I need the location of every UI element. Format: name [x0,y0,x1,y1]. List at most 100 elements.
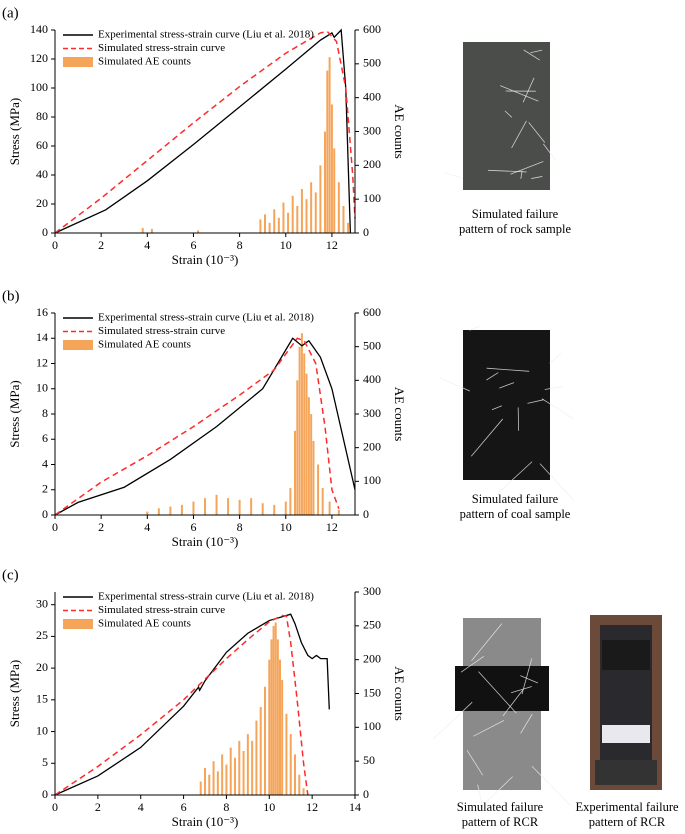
x-tick-label: 4 [144,520,150,534]
x-tick-label: 10 [263,800,275,814]
y-tick-label: 4 [42,456,48,470]
crack [522,77,535,103]
x-tick-label: 0 [52,520,58,534]
crack [500,85,539,102]
y-tick-label: 10 [36,723,48,737]
y2-axis-title: AE counts [392,387,407,442]
x-tick-label: 12 [326,238,338,252]
ae-bar [291,195,294,233]
legend-swatch [63,340,93,350]
y-tick-label: 15 [36,692,48,706]
x-tick-label: 2 [95,800,101,814]
ae-bar [282,202,285,233]
y2-tick-label: 500 [363,338,381,352]
crack [499,382,515,389]
caption: Simulated failure [472,207,559,221]
ae-bar [303,353,306,515]
crack [542,143,557,161]
y-tick-label: 14 [36,330,48,344]
panel-label: (a) [2,5,19,21]
legend-swatch [63,619,93,629]
y2-tick-label: 300 [363,584,381,598]
ae-bar [204,767,206,795]
ae-bar [255,720,258,795]
legend-label: Simulated stress-strain curve [98,42,225,54]
y-axis-title: Stress (MPa) [7,380,22,448]
y2-axis-title: AE counts [392,104,407,159]
ae-bar [319,165,322,233]
stress-strain-line [54,337,356,516]
ae-bar [268,222,271,233]
ae-bar [294,430,296,515]
y2-tick-label: 200 [363,439,381,453]
crack [531,176,543,179]
failure-image [439,325,574,501]
ae-bar [326,70,329,233]
ae-bar [321,488,324,515]
ae-bar [273,209,276,233]
ae-bar [347,222,350,233]
crack [469,325,480,331]
x-axis-title: Strain (10⁻³) [172,814,239,829]
ae-bar [312,440,315,515]
y-tick-label: 5 [42,755,48,769]
ae-bar [238,740,241,795]
rock-top [463,618,541,666]
ae-bar [234,757,236,795]
ae-bar [287,212,290,233]
ae-bar [298,774,301,795]
crack [466,750,484,776]
ae-bar [310,414,313,515]
sample-body [463,330,550,480]
ae-bar [337,509,340,515]
caption: Simulated failure [472,492,559,506]
ae-bar [227,498,230,515]
ae-bar [192,501,195,515]
ae-bar [272,625,275,795]
legend-label: Simulated AE counts [98,56,191,68]
ae-bar [302,788,305,795]
crack [502,689,523,717]
crack [530,49,543,54]
caption: pattern of coal sample [460,507,571,521]
ae-bar [289,734,292,795]
crack [523,49,540,61]
crack [511,120,527,149]
x-tick-label: 12 [326,520,338,534]
y-tick-label: 140 [30,22,48,36]
ae-bar [281,679,284,795]
ae-bar [246,734,249,795]
y2-tick-label: 100 [363,191,381,205]
y2-axis-title: AE counts [392,666,407,721]
ae-bar [276,639,279,795]
y2-tick-label: 400 [363,372,381,386]
crack [477,784,484,808]
x-tick-label: 8 [237,520,243,534]
y2-tick-label: 200 [363,651,381,665]
y-tick-label: 40 [36,167,48,181]
crack [504,110,513,118]
y-tick-label: 10 [36,381,48,395]
y2-tick-label: 0 [363,507,369,521]
x-tick-label: 4 [138,800,144,814]
ae-bar [289,488,292,515]
legend-swatch [63,57,93,67]
crack [520,675,539,684]
ae-bar [204,498,206,515]
crack [478,671,517,714]
crack [521,658,533,695]
y-tick-label: 25 [36,628,48,642]
crack [539,463,574,501]
coal-mid [455,666,549,711]
ae-bar [328,501,331,515]
ae-bar [294,754,296,795]
ae-bar [314,192,317,233]
panel-label: (c) [2,567,19,583]
y-tick-label: 60 [36,138,48,152]
crack [471,623,503,662]
x-tick-label: 10 [280,520,292,534]
crack [473,720,505,737]
ae-bar [274,622,277,795]
x-tick-label: 10 [280,238,292,252]
rock-bottom [463,711,541,790]
